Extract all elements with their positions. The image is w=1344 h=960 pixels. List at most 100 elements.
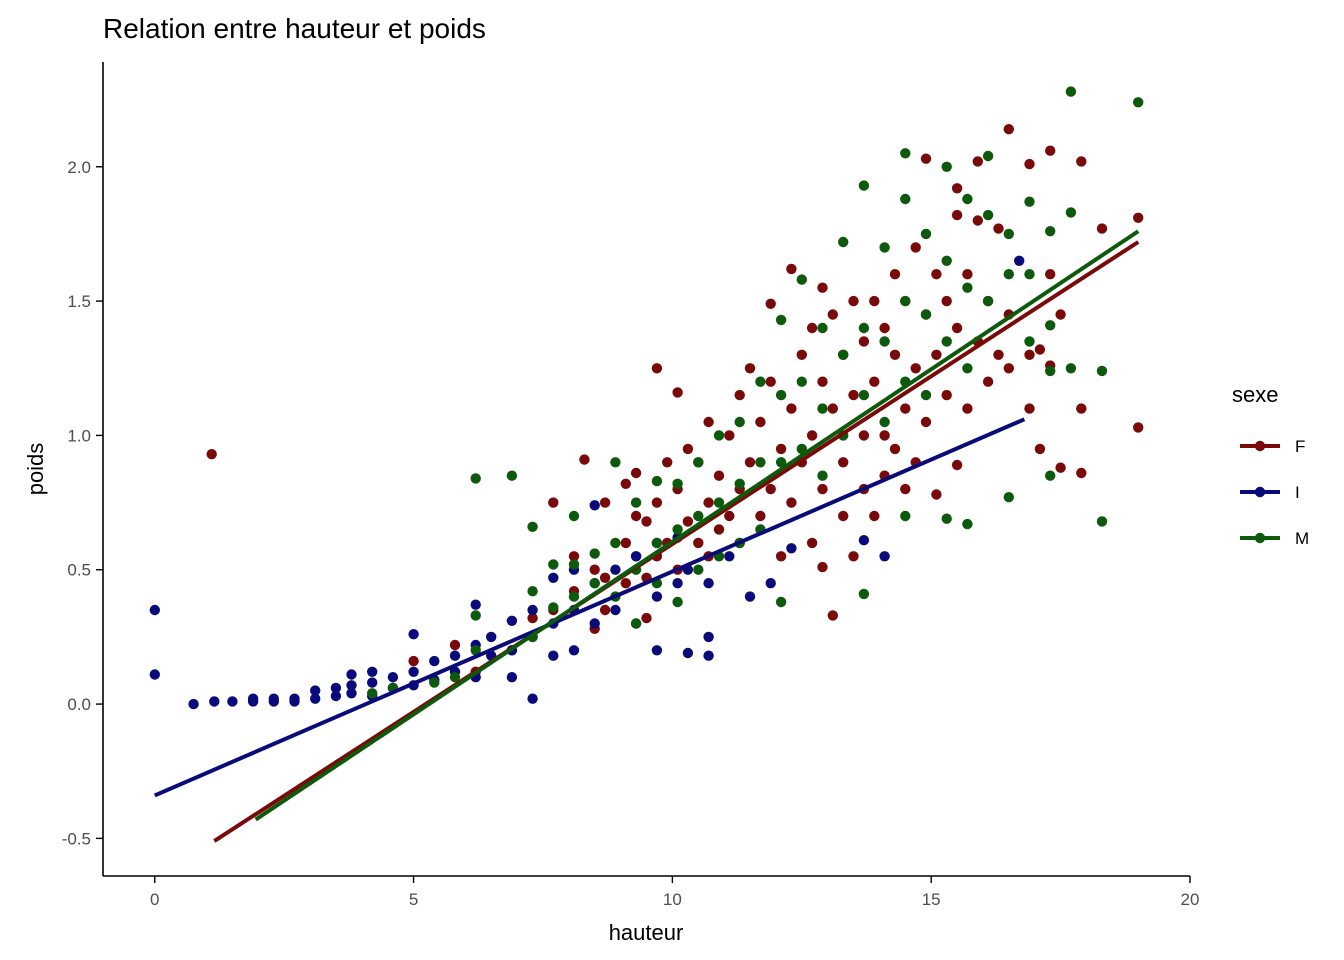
- data-point-F-56: [786, 263, 797, 275]
- data-point-I-8: [268, 696, 279, 707]
- data-point-M-95: [1096, 516, 1108, 527]
- data-point-M-49: [817, 322, 828, 334]
- data-point-M-93: [1065, 363, 1077, 374]
- data-point-M-82: [1003, 269, 1014, 280]
- data-point-F-6: [548, 497, 559, 508]
- data-point-F-25: [651, 363, 663, 374]
- data-point-F-52: [765, 483, 776, 495]
- data-point-F-60: [796, 349, 807, 360]
- data-point-I-46: [568, 645, 580, 656]
- data-point-F-102: [941, 389, 952, 401]
- data-point-F-13: [599, 572, 611, 583]
- data-point-F-75: [848, 295, 859, 307]
- data-point-M-71: [941, 255, 952, 266]
- data-point-F-118: [1003, 363, 1014, 374]
- data-point-M-74: [962, 193, 973, 205]
- data-point-I-2: [188, 698, 199, 710]
- data-point-M-42: [775, 314, 787, 326]
- legend-key-dot-I: [1254, 486, 1266, 498]
- data-point-F-35: [693, 537, 704, 549]
- data-point-M-30: [693, 457, 704, 468]
- data-point-M-80: [982, 295, 994, 307]
- data-point-I-50: [610, 564, 621, 575]
- legend-label-I: I: [1295, 483, 1300, 502]
- data-point-F-14: [599, 497, 611, 508]
- data-point-I-58: [672, 578, 683, 589]
- data-point-I-11: [310, 685, 321, 696]
- data-point-F-48: [744, 363, 756, 374]
- y-tick-label: 1.0: [67, 426, 91, 445]
- data-point-M-62: [900, 148, 911, 159]
- data-point-F-124: [1045, 145, 1056, 156]
- data-point-F-10: [579, 454, 590, 465]
- data-point-M-81: [1003, 228, 1014, 240]
- data-point-M-13: [568, 510, 580, 522]
- points-layer: [149, 86, 1144, 710]
- legend-label-M: M: [1295, 529, 1309, 548]
- data-point-M-83: [1003, 492, 1014, 503]
- data-point-M-73: [941, 513, 952, 524]
- data-point-M-66: [900, 510, 911, 522]
- data-point-M-39: [755, 376, 766, 387]
- data-point-I-63: [703, 631, 714, 643]
- data-point-I-61: [703, 578, 714, 589]
- data-point-F-128: [1055, 462, 1066, 473]
- data-point-M-2: [429, 677, 440, 688]
- data-point-F-21: [630, 510, 642, 522]
- data-point-F-42: [724, 430, 735, 441]
- data-point-F-104: [951, 209, 963, 221]
- data-point-F-92: [910, 363, 921, 374]
- data-point-M-59: [879, 242, 890, 253]
- data-point-F-105: [951, 322, 963, 334]
- data-point-F-5: [527, 612, 538, 624]
- data-point-F-78: [858, 336, 870, 347]
- data-point-F-64: [817, 561, 828, 573]
- data-point-M-6: [470, 645, 481, 656]
- data-point-M-75: [962, 282, 973, 293]
- data-point-F-127: [1055, 309, 1066, 320]
- data-point-F-43: [724, 510, 735, 522]
- x-tick-label: 15: [922, 890, 941, 909]
- data-point-M-16: [589, 548, 600, 559]
- data-point-I-47: [589, 500, 600, 511]
- data-point-F-45: [734, 389, 745, 401]
- data-point-F-11: [589, 564, 600, 575]
- data-point-F-134: [1133, 422, 1144, 433]
- data-point-M-27: [672, 478, 683, 489]
- data-point-F-70: [827, 309, 838, 320]
- data-point-M-57: [858, 389, 870, 401]
- data-point-I-37: [506, 672, 518, 683]
- data-point-F-74: [848, 389, 859, 401]
- data-point-F-33: [682, 516, 694, 527]
- y-tick-label: 2.0: [67, 158, 91, 177]
- data-point-M-9: [527, 586, 538, 597]
- data-point-M-84: [1024, 196, 1035, 207]
- data-point-I-68: [858, 535, 870, 546]
- data-point-I-30: [470, 599, 481, 610]
- data-point-M-58: [858, 588, 870, 600]
- data-point-F-15: [599, 604, 611, 616]
- data-point-M-69: [920, 389, 932, 401]
- data-point-I-35: [506, 615, 518, 626]
- data-point-I-15: [346, 669, 357, 680]
- data-point-M-34: [713, 497, 725, 508]
- data-point-I-12: [310, 693, 321, 704]
- data-point-F-120: [1024, 349, 1035, 360]
- data-point-I-62: [703, 650, 714, 661]
- data-point-F-20: [630, 467, 642, 479]
- y-tick-label: -0.5: [62, 829, 91, 848]
- data-point-F-40: [713, 470, 725, 481]
- data-point-F-82: [869, 510, 880, 522]
- data-point-F-101: [941, 295, 952, 307]
- data-point-M-55: [858, 180, 870, 191]
- data-point-M-89: [1045, 365, 1056, 377]
- data-point-F-132: [1096, 223, 1108, 234]
- data-point-M-19: [610, 537, 621, 549]
- ticks-layer: 0 5 10 15 20 -0.5 0.0 0.5 1.0 1.5 2.0: [62, 158, 1200, 909]
- data-point-I-23: [408, 629, 419, 640]
- data-point-I-18: [367, 666, 378, 677]
- data-point-F-115: [993, 349, 1004, 360]
- data-point-I-4: [227, 696, 238, 707]
- data-point-F-81: [869, 376, 880, 387]
- data-point-F-83: [879, 322, 890, 334]
